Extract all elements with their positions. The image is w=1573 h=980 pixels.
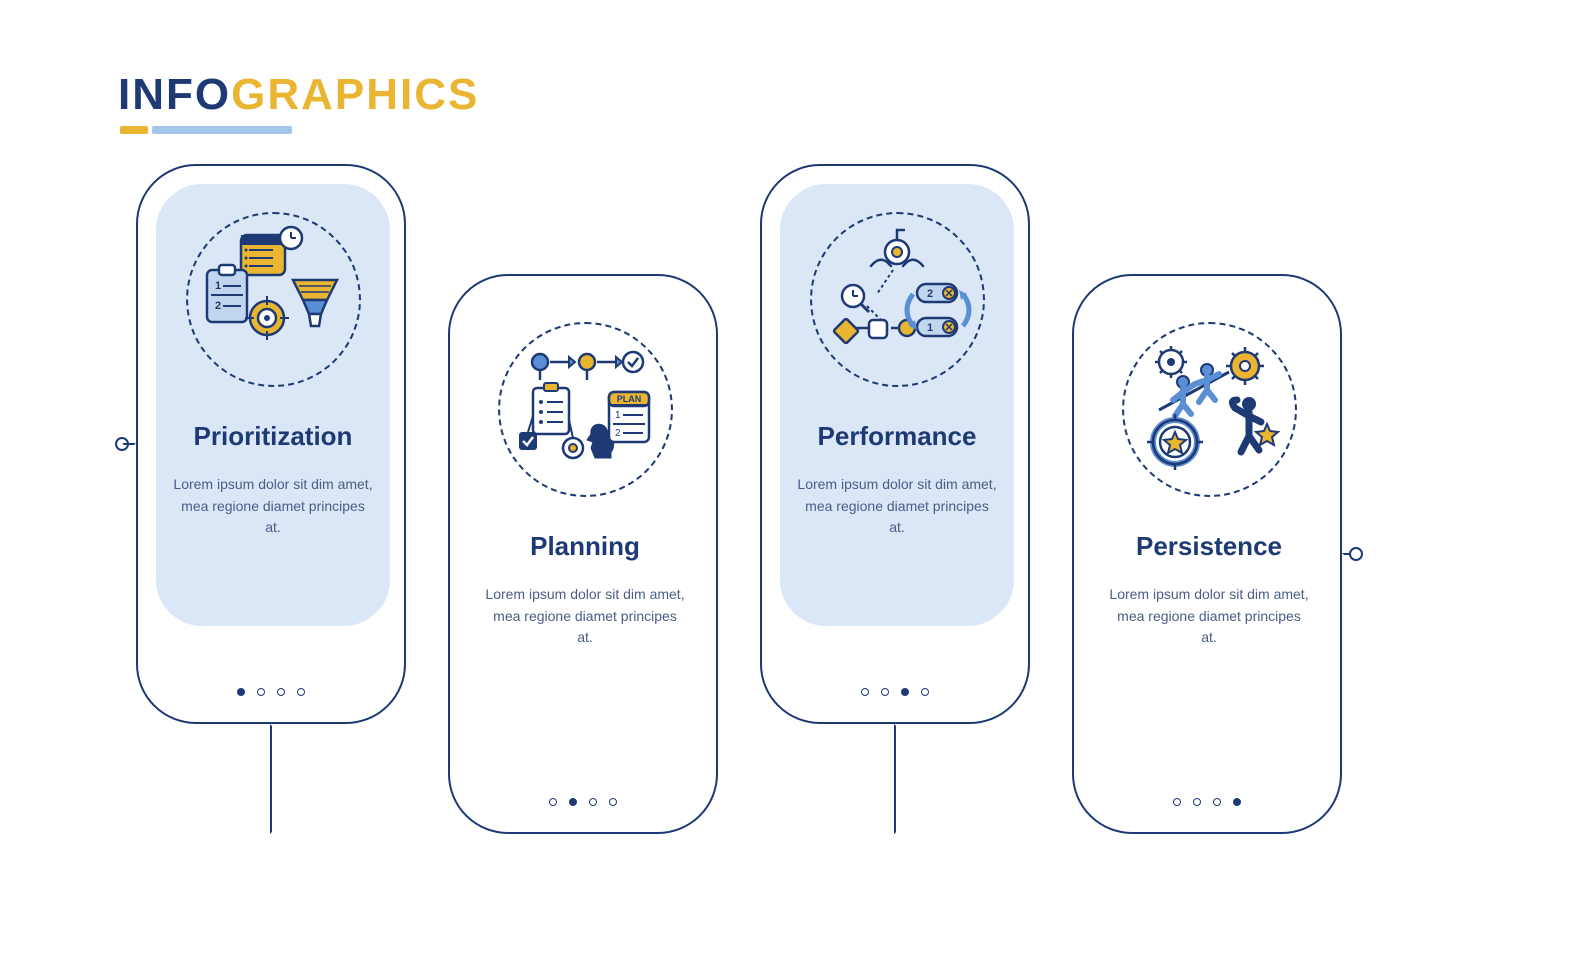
card-title: Performance (818, 421, 977, 452)
connector-line (894, 724, 898, 834)
card-planning: Planning Lorem ipsum dolor sit dim amet, … (448, 274, 718, 834)
planning-icon (498, 322, 673, 497)
dot (609, 798, 617, 806)
dot (257, 688, 265, 696)
dot (589, 798, 597, 806)
performance-icon (810, 212, 985, 387)
card-description: Lorem ipsum dolor sit dim amet, mea regi… (173, 474, 373, 539)
title-underline-accent (120, 126, 148, 134)
card-persistence: Persistence Lorem ipsum dolor sit dim ame… (1072, 274, 1342, 834)
infographic-container: INFO GRAPHICS Prioritization Lorem ipsum … (118, 70, 1458, 884)
prioritization-icon (186, 212, 361, 387)
connector-line (270, 724, 274, 834)
card-prioritization: Prioritization Lorem ipsum dolor sit dim … (136, 164, 406, 724)
pagination-dots (762, 688, 1028, 696)
card-performance: Performance Lorem ipsum dolor sit dim ame… (760, 164, 1030, 724)
dot-active (901, 688, 909, 696)
dot-active (569, 798, 577, 806)
dot-active (237, 688, 245, 696)
card-description: Lorem ipsum dolor sit dim amet, mea regi… (485, 584, 685, 649)
dot (1173, 798, 1181, 806)
dot (1193, 798, 1201, 806)
title-underline (120, 126, 1458, 134)
card-inner: Persistence Lorem ipsum dolor sit dim ame… (1092, 294, 1326, 736)
title-part-1: INFO (118, 70, 231, 120)
card-description: Lorem ipsum dolor sit dim amet, mea regi… (1109, 584, 1309, 649)
card-title: Prioritization (194, 421, 353, 452)
card-title: Planning (530, 531, 640, 562)
connector-start-point (115, 437, 129, 451)
dot (881, 688, 889, 696)
title-part-2: GRAPHICS (231, 70, 479, 120)
card-title: Persistence (1136, 531, 1282, 562)
card-inner: Prioritization Lorem ipsum dolor sit dim … (156, 184, 390, 626)
cards-row: Prioritization Lorem ipsum dolor sit dim … (118, 164, 1458, 884)
dot (549, 798, 557, 806)
card-description: Lorem ipsum dolor sit dim amet, mea regi… (797, 474, 997, 539)
dot (1213, 798, 1221, 806)
card-inner: Performance Lorem ipsum dolor sit dim ame… (780, 184, 1014, 626)
pagination-dots (1074, 798, 1340, 806)
dot-active (1233, 798, 1241, 806)
title-underline-main (152, 126, 292, 134)
persistence-icon (1122, 322, 1297, 497)
connector-line (894, 724, 898, 834)
dot (861, 688, 869, 696)
card-inner: Planning Lorem ipsum dolor sit dim amet, … (468, 294, 702, 736)
pagination-dots (450, 798, 716, 806)
pagination-dots (138, 688, 404, 696)
dot (297, 688, 305, 696)
dot (277, 688, 285, 696)
title: INFO GRAPHICS (118, 70, 1458, 120)
connector-end-point (1349, 547, 1363, 561)
dot (921, 688, 929, 696)
